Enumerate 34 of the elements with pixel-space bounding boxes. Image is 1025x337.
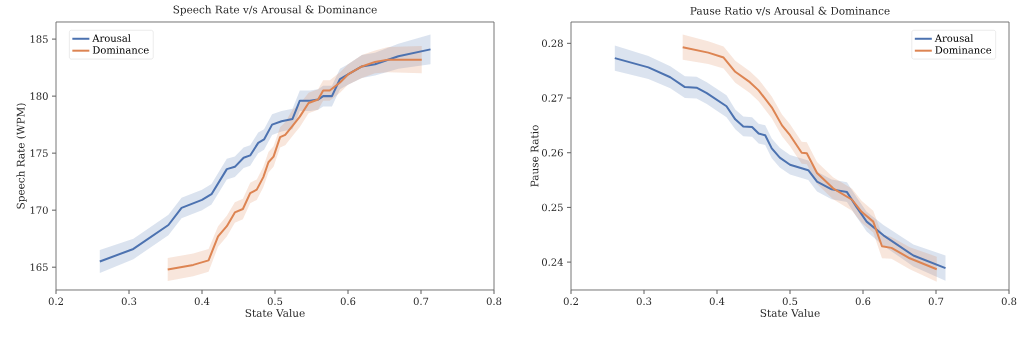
x-tick-label: 0.5 (782, 297, 798, 306)
y-tick-label: 175 (30, 149, 48, 157)
x-tick-label: 0.6 (855, 297, 871, 306)
x-tick-label: 0.4 (709, 297, 725, 306)
x-tick-label: 0.8 (486, 297, 502, 306)
y-tick-label: 0.24 (541, 258, 563, 266)
y-axis-title: Speech Rate (WPM) (16, 103, 27, 209)
y-tick-label: 185 (30, 35, 48, 43)
x-tick-label: 0.2 (563, 297, 578, 306)
legend-label: Dominance (935, 46, 992, 54)
x-axis-title: State Value (245, 308, 305, 317)
y-tick-label: 0.27 (541, 94, 563, 102)
y-tick-label: 170 (30, 206, 48, 214)
y-tick-label: 0.26 (541, 148, 563, 157)
y-tick-label: 0.25 (541, 203, 563, 212)
x-tick-label: 0.5 (267, 297, 283, 306)
x-tick-label: 0.4 (194, 297, 210, 306)
legend-label: Arousal (934, 34, 974, 42)
x-tick-label: 0.6 (340, 297, 356, 306)
legend-label: Arousal (92, 34, 131, 42)
x-tick-label: 0.7 (928, 297, 944, 306)
x-tick-label: 0.2 (48, 297, 63, 306)
x-tick-label: 0.3 (121, 297, 137, 306)
y-tick-label: 165 (30, 263, 48, 271)
x-tick-label: 0.8 (1001, 297, 1017, 306)
y-axis-title: Pause Ratio (530, 125, 539, 187)
chart-title: Speech Rate v/s Arousal & Dominance (173, 5, 377, 16)
y-tick-label: 180 (30, 92, 48, 100)
x-tick-label: 0.7 (413, 297, 429, 306)
x-tick-label: 0.3 (636, 297, 652, 306)
y-tick-label: 0.28 (541, 39, 563, 48)
chart-title: Pause Ratio v/s Arousal & Dominance (690, 6, 890, 16)
x-axis-title: State Value (760, 308, 820, 317)
legend-label: Dominance (92, 46, 149, 54)
